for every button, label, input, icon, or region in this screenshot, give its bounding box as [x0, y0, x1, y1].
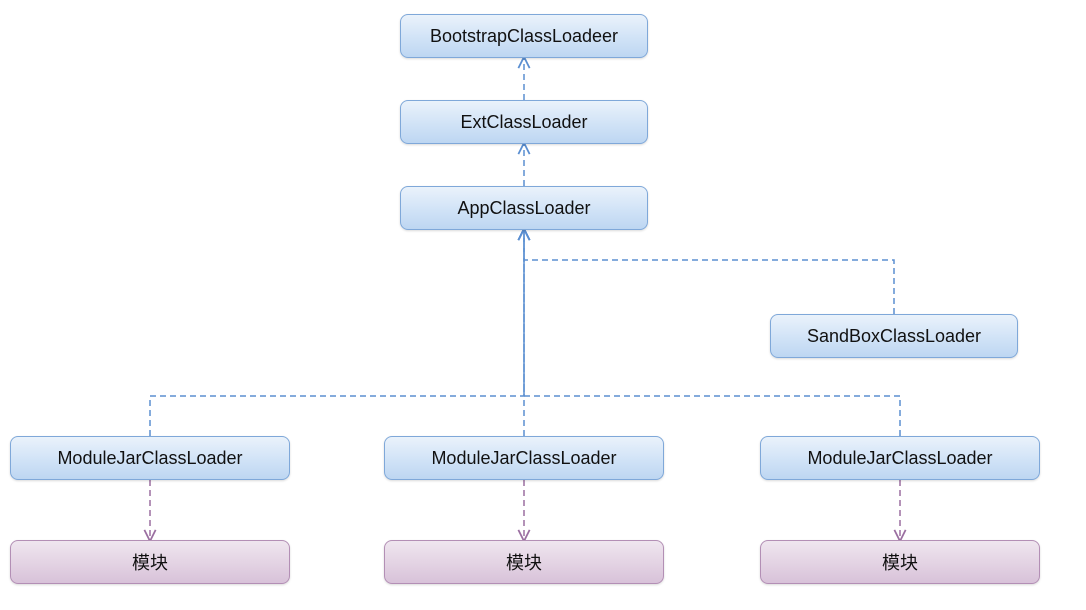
node-label: AppClassLoader [457, 198, 590, 219]
node-label: ModuleJarClassLoader [431, 448, 616, 469]
node-label: 模块 [506, 549, 542, 575]
node-label: ExtClassLoader [460, 112, 587, 133]
node-m2: 模块 [384, 540, 664, 584]
edge-mod1-app [150, 230, 524, 436]
edge-sandbox-app [524, 230, 894, 314]
node-m3: 模块 [760, 540, 1040, 584]
node-label: ModuleJarClassLoader [807, 448, 992, 469]
node-sandbox: SandBoxClassLoader [770, 314, 1018, 358]
node-label: BootstrapClassLoadeer [430, 26, 618, 47]
node-app: AppClassLoader [400, 186, 648, 230]
node-mod1: ModuleJarClassLoader [10, 436, 290, 480]
node-label: 模块 [132, 549, 168, 575]
node-mod3: ModuleJarClassLoader [760, 436, 1040, 480]
node-ext: ExtClassLoader [400, 100, 648, 144]
edges-layer [0, 0, 1086, 610]
node-label: ModuleJarClassLoader [57, 448, 242, 469]
node-label: SandBoxClassLoader [807, 326, 981, 347]
node-bootstrap: BootstrapClassLoadeer [400, 14, 648, 58]
node-m1: 模块 [10, 540, 290, 584]
classloader-diagram: BootstrapClassLoadeer ExtClassLoader AppCl… [0, 0, 1086, 610]
node-label: 模块 [882, 549, 918, 575]
node-mod2: ModuleJarClassLoader [384, 436, 664, 480]
